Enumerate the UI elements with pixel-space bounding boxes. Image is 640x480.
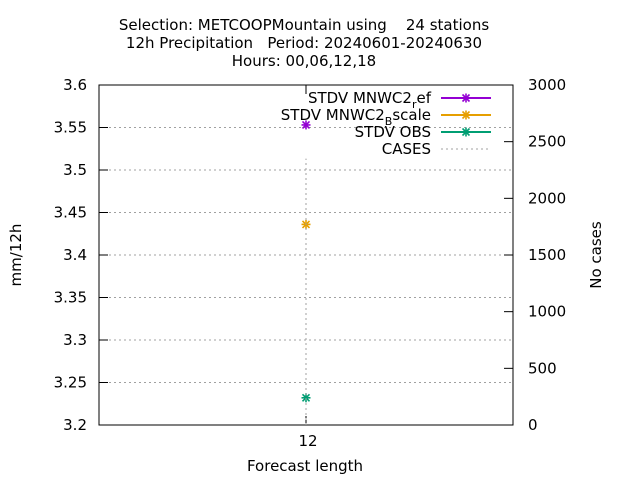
y2-tick-label: 1500: [528, 246, 566, 264]
y-tick-label: 3.25: [54, 374, 87, 392]
y-tick-label: 3.2: [63, 416, 87, 434]
y2-tick-label: 0: [528, 416, 538, 434]
point-series-0: [301, 120, 311, 130]
y2-tick-label: 500: [528, 359, 557, 377]
x-tick-label: 12: [298, 432, 317, 450]
y-tick-label: 3.5: [63, 161, 87, 179]
y-tick-label: 3.4: [63, 246, 87, 264]
legend-label-2: STDV OBS: [355, 123, 431, 141]
point-series-2: [301, 393, 311, 403]
y2-tick-label: 3000: [528, 76, 566, 94]
y-tick-label: 3.6: [63, 76, 87, 94]
data-marks: [301, 120, 311, 425]
y-tick-label: 3.45: [54, 204, 87, 222]
y-axis-label: mm/12h: [7, 224, 25, 287]
legend-label-0: STDV MNWC2ref: [308, 89, 432, 111]
y2-tick-label: 1000: [528, 303, 566, 321]
y-tick-label: 3.35: [54, 289, 87, 307]
legend-label-1: STDV MNWC2Bscale: [281, 106, 431, 128]
chart-title-line-2: 12h Precipitation Period: 20240601-20240…: [126, 34, 482, 52]
y-tick-label: 3.55: [54, 119, 87, 137]
y2-axis-label: No cases: [587, 221, 605, 289]
x-axis-label: Forecast length: [247, 457, 363, 475]
y2-tick-label: 2000: [528, 189, 566, 207]
legend-label-3: CASES: [382, 140, 431, 158]
y-tick-label: 3.3: [63, 331, 87, 349]
chart-title-line-1: Selection: METCOOPMountain using 24 stat…: [119, 16, 489, 34]
axes: 3.2 3.25 3.3 3.35 3.4 3.45 3.5 3.55 3.6 0 500 1000 1…: [54, 76, 567, 450]
chart-title-line-3: Hours: 00,06,12,18: [232, 52, 376, 70]
y2-tick-label: 2500: [528, 133, 566, 151]
